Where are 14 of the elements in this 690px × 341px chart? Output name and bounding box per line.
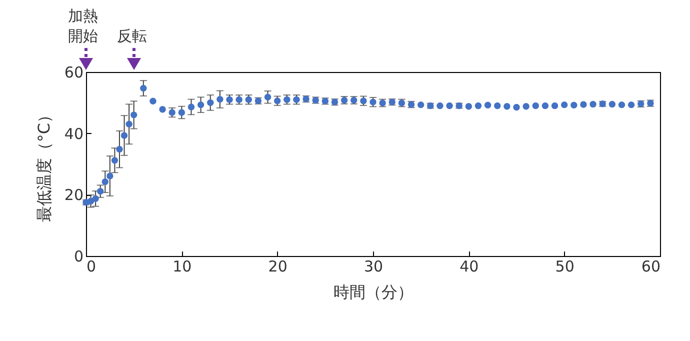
text: 反転 (117, 26, 148, 46)
y-tick-label: 40 (64, 124, 84, 143)
x-tick-label: 10 (172, 258, 192, 276)
x-tick-label: 30 (364, 258, 384, 276)
x-tick-label: 50 (555, 258, 574, 276)
y-tick-label: 20 (64, 186, 84, 204)
x-tick-label: 40 (460, 258, 479, 276)
x-tick-label: 20 (268, 258, 288, 276)
x-axis-title: 時間（分） (334, 282, 414, 302)
y-tick-label: 60 (64, 64, 84, 82)
x-tick-label: 0 (86, 258, 96, 276)
y-axis-title: 最低温度（°C） (34, 106, 54, 222)
x-tick-label: 60 (641, 258, 660, 276)
text: 加熱開始 (68, 6, 99, 46)
